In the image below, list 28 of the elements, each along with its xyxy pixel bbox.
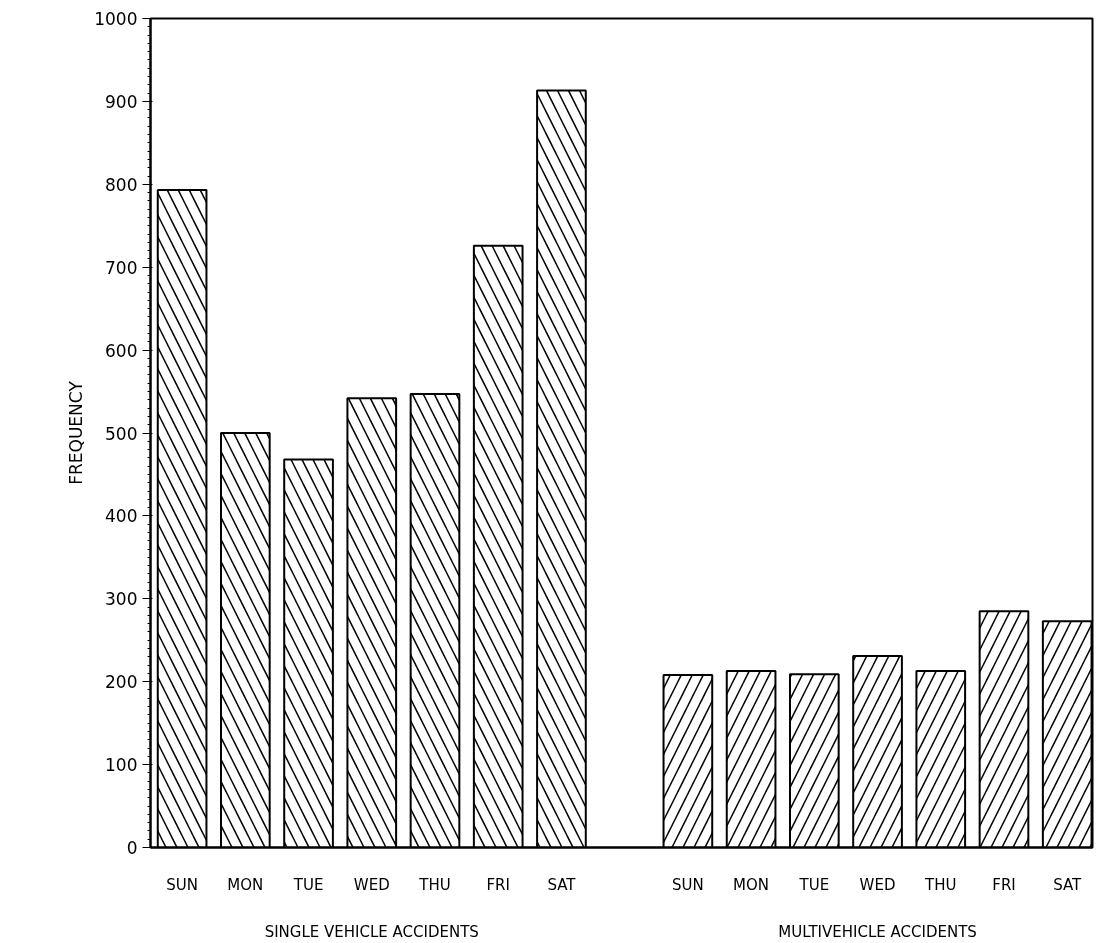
x-tick-label: FRI xyxy=(992,875,1016,894)
text: SINGLE VEHICLE ACCIDENTS xyxy=(264,922,479,941)
x-tick-label: WED xyxy=(859,875,896,894)
x-tick-label: TUE xyxy=(798,875,830,894)
x-tick-label: SUN xyxy=(672,875,704,894)
y-tick-label: 500 xyxy=(105,423,138,444)
y-tick-label: 100 xyxy=(105,755,138,776)
x-tick-label: THU xyxy=(418,875,451,894)
x-tick-label: SUN xyxy=(166,875,198,894)
x-tick-label: MON xyxy=(227,875,264,894)
y-tick-label: 300 xyxy=(105,589,138,610)
text: MULTIVEHICLE ACCIDENTS xyxy=(778,922,977,941)
y-tick-label: 200 xyxy=(105,672,138,693)
y-tick-label: 900 xyxy=(105,91,138,112)
y-tick-label: 400 xyxy=(105,506,138,527)
y-tick-label: 700 xyxy=(105,257,138,278)
x-tick-label: MON xyxy=(733,875,770,894)
x-tick-label: TUE xyxy=(292,875,324,894)
x-tick-label: THU xyxy=(924,875,957,894)
y-tick-label: 1000 xyxy=(94,9,138,29)
y-tick-label: 0 xyxy=(126,838,138,858)
y-tick-label: 800 xyxy=(105,174,138,195)
x-tick-label: SAT xyxy=(547,875,577,894)
x-tick-label: WED xyxy=(353,875,390,894)
x-tick-label: SAT xyxy=(1053,875,1083,894)
y-tick-label: 600 xyxy=(105,340,138,361)
y-axis-title: FREQUENCY xyxy=(66,380,87,485)
x-tick-label: FRI xyxy=(486,875,510,894)
